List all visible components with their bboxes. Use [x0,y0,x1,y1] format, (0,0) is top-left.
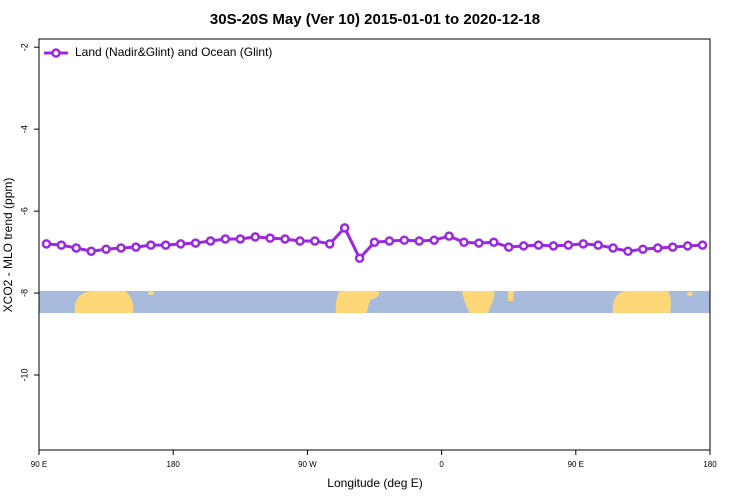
y-tick-label: -8 [19,289,29,297]
data-point [101,244,111,254]
data-point [265,233,275,243]
data-point [682,241,693,251]
y-tick-label: -4 [19,125,29,133]
data-point [608,243,618,253]
x-axis-label: Longitude (deg E) [327,476,422,490]
data-point [474,238,484,248]
y-tick-label: -6 [19,207,29,215]
data-point [220,234,231,244]
plot-frame [38,38,711,451]
data-point [235,234,246,244]
data-point [71,243,82,253]
data-point [310,236,320,246]
data-point [369,237,380,247]
data-point [131,242,141,252]
data-point [295,236,305,246]
x-tick-label: 90 E [568,460,584,469]
data-point [41,239,52,249]
data-point [146,240,156,250]
data-point [384,236,395,246]
data-point [354,253,365,263]
data-point [175,239,186,249]
data-point [325,239,335,249]
data-point [697,240,708,250]
data-point [339,223,350,233]
data-point [518,241,529,251]
data-point [86,246,96,257]
data-point [623,246,633,257]
data-point [190,238,201,248]
data-point [280,234,290,244]
legend-marker [51,48,61,58]
x-tick-label: 90 W [298,460,317,469]
data-point [563,240,574,250]
y-tick-label: -10 [19,369,29,382]
data-point [399,235,410,245]
data-point [116,243,126,253]
x-tick-label: 180 [167,460,181,469]
data-point [205,236,216,246]
data-point [667,242,678,252]
data-point [414,236,424,246]
x-tick-label: 180 [703,460,717,469]
chart-title: 30S-20S May (Ver 10) 2015-01-01 to 2020-… [210,11,540,28]
data-point [250,232,260,242]
data-point [56,240,67,250]
data-point [548,241,559,251]
data-point [489,237,499,247]
data-point [503,242,514,252]
data-point [160,240,171,250]
data-point [593,240,603,250]
x-tick-label: 90 E [31,460,47,469]
y-tick-label: -2 [19,43,29,51]
y-axis-label: XCO2 - MLO trend (ppm) [1,178,15,313]
data-point [638,244,648,254]
data-point [533,240,544,250]
x-tick-label: 0 [439,460,444,469]
data-point [459,237,469,247]
legend-label: Land (Nadir&Glint) and Ocean (Glint) [75,45,272,59]
data-point [653,243,663,253]
data-point [444,231,454,241]
data-point [429,235,439,245]
land-ocean-strip [39,291,710,313]
data-point [578,239,589,249]
